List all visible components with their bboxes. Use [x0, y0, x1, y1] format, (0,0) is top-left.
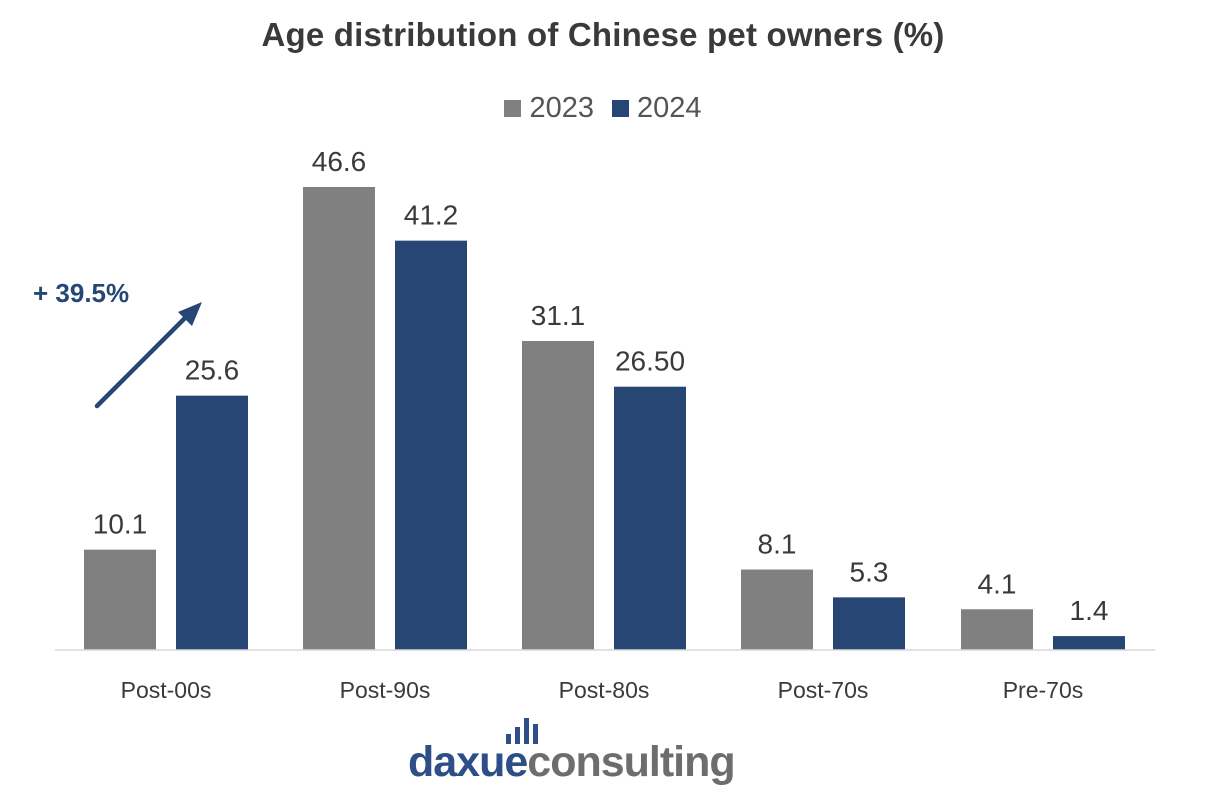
- legend-swatch-2023: [504, 100, 522, 117]
- x-tick-label-pre-70s: Pre-70s: [1003, 677, 1084, 703]
- logo-part2: consulting: [527, 738, 735, 786]
- bar-2024-post-70s: [833, 597, 905, 650]
- bar-label-2024-post-90s: 41.2: [404, 200, 459, 231]
- growth-annotation-label: + 39.5%: [33, 278, 129, 308]
- growth-arrow-line: [94, 312, 191, 409]
- bar-label-2024-pre-70s: 1.4: [1070, 595, 1109, 626]
- bar-label-2023-post-80s: 31.1: [531, 300, 586, 331]
- x-tick-label-post-90s: Post-90s: [340, 677, 431, 703]
- legend-swatch-2024: [612, 100, 629, 117]
- bar-label-2023-post-70s: 8.1: [758, 529, 797, 560]
- bar-2024-pre-70s: [1053, 636, 1125, 650]
- bar-label-2024-post-70s: 5.3: [850, 556, 889, 587]
- logo-part1: daxue: [408, 738, 528, 786]
- bar-2023-pre-70s: [961, 609, 1033, 650]
- legend: 2023 2024: [0, 92, 1206, 125]
- bar-2023-post-70s: [741, 569, 813, 650]
- bar-2023-post-90s: [303, 187, 375, 650]
- legend-item-2024: 2024: [612, 92, 702, 125]
- growth-arrow-head-icon: [178, 302, 202, 326]
- bar-2023-post-00s: [84, 549, 156, 650]
- bar-label-2023-post-90s: 46.6: [312, 146, 367, 177]
- legend-item-2023: 2023: [504, 92, 594, 125]
- bar-label-2024-post-00s: 25.6: [185, 355, 240, 386]
- x-tick-label-post-80s: Post-80s: [559, 677, 650, 703]
- bar-2024-post-90s: [395, 240, 467, 651]
- bar-label-2023-pre-70s: 4.1: [978, 568, 1017, 599]
- x-tick-label-post-00s: Post-00s: [121, 677, 212, 703]
- bar-label-2023-post-00s: 10.1: [93, 509, 148, 540]
- bar-2024-post-00s: [176, 395, 248, 650]
- bar-2024-post-80s: [614, 386, 686, 650]
- logo-wordmark: daxueconsulting: [408, 738, 736, 787]
- bar-2023-post-80s: [522, 341, 594, 650]
- legend-label-2024: 2024: [637, 92, 702, 124]
- daxue-consulting-logo: daxueconsulting: [408, 718, 736, 788]
- x-tick-label-post-70s: Post-70s: [778, 677, 869, 703]
- bar-label-2024-post-80s: 26.50: [615, 346, 685, 377]
- chart-title: Age distribution of Chinese pet owners (…: [261, 16, 945, 53]
- logo-bars-icon: [506, 718, 550, 744]
- legend-label-2023: 2023: [529, 92, 594, 124]
